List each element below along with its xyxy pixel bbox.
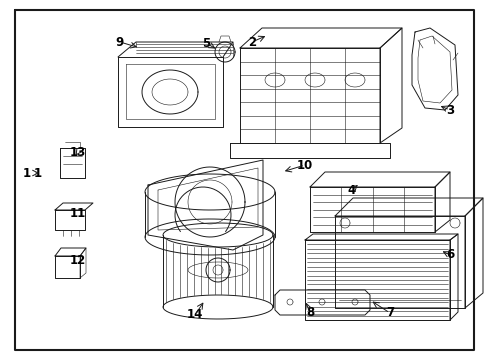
Text: 4: 4 [347, 184, 355, 197]
Text: 10: 10 [296, 158, 312, 171]
Text: 7: 7 [385, 306, 393, 320]
Text: 9: 9 [116, 36, 124, 49]
Text: 13: 13 [70, 145, 86, 158]
Text: 1: 1 [23, 166, 31, 180]
Text: 11: 11 [70, 207, 86, 220]
Text: 3: 3 [445, 104, 453, 117]
Text: 2: 2 [247, 36, 256, 49]
Text: 5: 5 [202, 36, 210, 50]
Text: 14: 14 [186, 309, 203, 321]
Text: 8: 8 [305, 306, 313, 320]
Text: 6: 6 [445, 248, 453, 261]
Text: 12: 12 [70, 253, 86, 266]
Text: 1: 1 [34, 166, 42, 180]
